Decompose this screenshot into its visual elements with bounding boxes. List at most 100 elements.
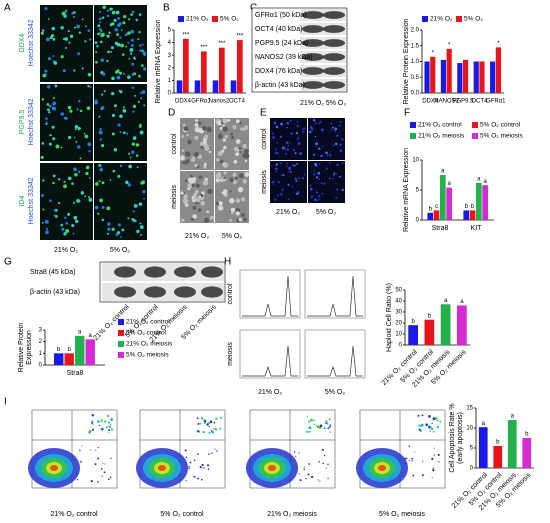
cell — [312, 119, 316, 122]
y-axis-title: Relative Protein Expression — [403, 18, 410, 104]
y-tick-label: 5 — [168, 28, 172, 34]
cell — [208, 431, 211, 434]
col-label: 21% O₂ — [258, 389, 282, 396]
cell — [218, 201, 223, 206]
micrograph — [40, 5, 93, 82]
cell — [243, 125, 249, 130]
cell — [63, 116, 67, 120]
cell — [417, 414, 420, 417]
cell — [224, 134, 228, 139]
cell — [219, 159, 224, 164]
cell — [408, 445, 411, 447]
cell — [223, 171, 227, 175]
blot-row-label: NANOS2 (39 kDa) — [255, 54, 313, 61]
cell — [432, 430, 435, 433]
cell — [114, 104, 118, 108]
bar — [479, 61, 485, 93]
cell — [139, 130, 144, 135]
cell — [213, 427, 215, 430]
cell — [276, 142, 278, 144]
cell — [126, 132, 129, 135]
cell — [182, 160, 185, 164]
cell — [198, 121, 202, 125]
histogram-trace — [242, 275, 298, 317]
band — [144, 266, 166, 278]
cell — [65, 229, 70, 233]
cell — [405, 463, 407, 465]
cell — [110, 46, 114, 50]
cell — [122, 109, 127, 113]
micrograph — [94, 5, 147, 82]
cell — [335, 182, 337, 185]
cell — [329, 424, 332, 426]
cell — [52, 181, 55, 185]
cell — [287, 183, 290, 186]
cell — [235, 119, 240, 124]
blot-frame — [251, 7, 348, 93]
row-label: Hoechst 33342 — [28, 19, 35, 66]
legend-swatch — [118, 352, 124, 358]
cell — [299, 152, 302, 155]
bar — [440, 175, 446, 220]
cell — [325, 467, 327, 469]
cell — [185, 151, 191, 157]
cell — [183, 126, 189, 132]
y-tick-label: 0.0 — [411, 91, 420, 97]
cell — [54, 84, 58, 88]
cell — [44, 73, 48, 76]
cell — [77, 52, 81, 56]
histogram-frame — [304, 329, 366, 379]
cell — [194, 163, 198, 168]
cell — [233, 159, 238, 164]
cell — [101, 32, 105, 37]
cell — [316, 191, 319, 194]
cell — [109, 423, 111, 425]
cell — [109, 476, 112, 479]
cell — [334, 142, 338, 146]
cell — [277, 180, 281, 184]
bar — [194, 80, 201, 93]
cell — [106, 232, 109, 235]
cell — [292, 148, 296, 152]
cell — [187, 139, 192, 145]
cell — [321, 448, 324, 451]
cell — [235, 152, 239, 157]
cell — [195, 183, 200, 188]
cell — [328, 153, 332, 157]
cell — [118, 71, 123, 75]
cell — [111, 92, 115, 96]
cell — [48, 111, 51, 114]
legend-label: 5% O₂ meiosis — [126, 352, 169, 359]
cell — [298, 452, 300, 454]
cell — [64, 10, 68, 13]
cell — [334, 130, 337, 133]
cell — [193, 196, 197, 200]
cell — [109, 23, 113, 27]
cell — [307, 473, 310, 476]
band — [323, 25, 345, 33]
cell — [113, 18, 117, 23]
cell — [196, 417, 199, 420]
cell — [288, 167, 292, 170]
cell — [208, 421, 211, 424]
cell — [106, 9, 110, 12]
cell — [100, 144, 105, 148]
row-label: Hoechst 33342 — [28, 98, 35, 145]
cell — [71, 12, 74, 15]
cell — [297, 191, 300, 194]
cell — [293, 451, 296, 453]
cell — [304, 127, 306, 130]
cell — [184, 449, 187, 452]
cell — [142, 190, 146, 194]
cell — [192, 206, 197, 210]
bar — [469, 210, 476, 220]
cell — [315, 164, 318, 167]
cell — [273, 198, 277, 201]
cell — [118, 89, 121, 92]
cell — [54, 214, 58, 218]
cell — [318, 195, 321, 198]
cell — [107, 50, 110, 54]
cell — [287, 170, 290, 173]
cell — [108, 421, 110, 424]
cell — [207, 468, 210, 470]
